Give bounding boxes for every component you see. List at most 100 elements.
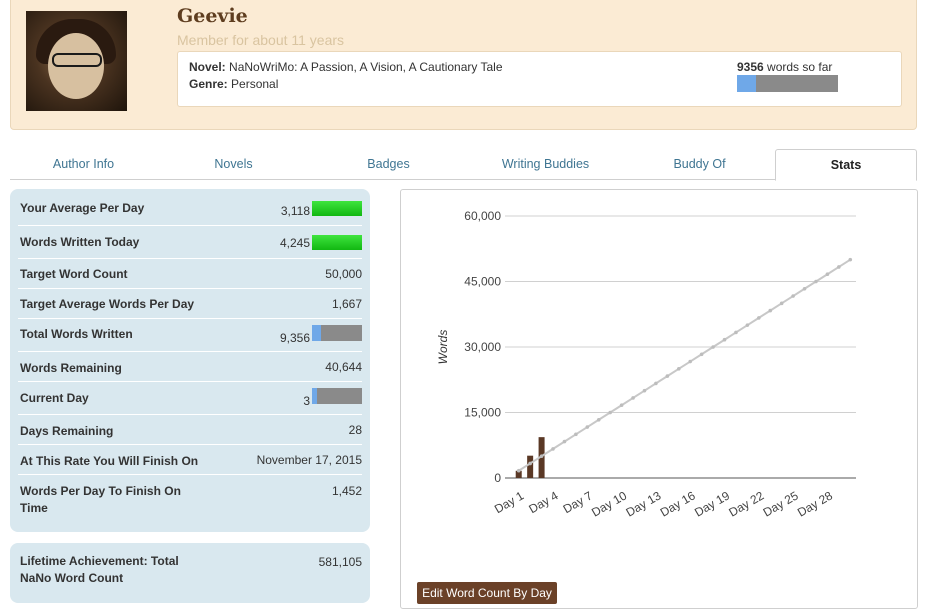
novel-title[interactable]: NaNoWriMo: A Passion, A Vision, A Cautio… — [229, 60, 503, 74]
lifetime-value: 581,105 — [318, 555, 362, 569]
stat-value: 1,452 — [331, 484, 362, 498]
stat-row-total-words: Total Words Written 9,356 — [18, 319, 362, 352]
x-tick-label: Day 16 — [658, 488, 698, 519]
stat-label: Target Average Words Per Day — [20, 297, 195, 311]
x-tick-label: Day 10 — [589, 488, 629, 519]
target-point-day-23 — [768, 308, 773, 313]
stat-label: Total Words Written — [20, 327, 133, 341]
genre-line: Genre: Personal — [189, 77, 278, 91]
stat-label: Target Word Count — [20, 267, 128, 281]
novel-summary-box: Novel: NaNoWriMo: A Passion, A Vision, A… — [177, 51, 902, 107]
target-point-day-24 — [779, 301, 784, 306]
stat-row-written-today: Words Written Today 4,245 — [18, 226, 362, 259]
profile-header: Geevie Member for about 11 years Novel: … — [10, 0, 917, 130]
stat-label: Current Day — [20, 391, 89, 405]
y-tick-label: 15,000 — [464, 406, 501, 420]
lifetime-label: Lifetime Achievement: Total NaNo Word Co… — [20, 554, 179, 585]
target-point-day-5 — [562, 439, 567, 444]
stat-row-target-word-count: Target Word Count 50,000 — [18, 259, 362, 289]
y-tick-label: 45,000 — [464, 275, 501, 289]
x-tick-label: Day 19 — [692, 488, 732, 519]
target-point-day-27 — [814, 279, 818, 284]
target-point-day-4 — [551, 447, 555, 451]
bar-day-1 — [515, 470, 522, 478]
target-point-day-8 — [596, 417, 601, 422]
stat-row-days-remaining: Days Remaining 28 — [18, 415, 362, 445]
stat-row-words-remaining: Words Remaining 40,644 — [18, 352, 362, 382]
stat-value: 1,667 — [331, 297, 362, 311]
edit-word-count-button[interactable]: Edit Word Count By Day — [417, 582, 557, 604]
target-point-day-28 — [825, 272, 830, 277]
avatar[interactable] — [26, 11, 127, 111]
target-point-day-20 — [734, 330, 738, 335]
stat-value: 50,000 — [325, 267, 362, 281]
current-day-progress-fill — [312, 388, 317, 404]
stat-label: At This Rate You Will Finish On — [20, 454, 199, 468]
tab-writing-buddies[interactable]: Writing Buddies — [501, 157, 590, 171]
target-point-day-26 — [802, 286, 807, 291]
target-point-day-7 — [585, 425, 590, 429]
target-point-day-3 — [539, 454, 544, 458]
y-tick-label: 60,000 — [464, 209, 501, 223]
novel-label: Novel: — [189, 60, 226, 74]
tab-novels[interactable]: Novels — [214, 157, 253, 171]
today-green-bar — [312, 235, 362, 250]
x-tick-label: Day 28 — [795, 488, 835, 519]
x-tick-label: Day 25 — [761, 488, 801, 519]
target-point-day-12 — [642, 388, 647, 393]
y-axis-label: Words — [436, 330, 450, 365]
stat-value: 9,356 — [279, 331, 310, 345]
target-point-day-22 — [757, 316, 761, 320]
member-since: Member for about 11 years — [177, 32, 345, 48]
target-point-day-21 — [745, 323, 750, 327]
x-tick-label: Day 4 — [526, 488, 560, 516]
target-point-day-13 — [654, 381, 658, 386]
target-point-day-17 — [699, 352, 704, 357]
stat-value: November 17, 2015 — [256, 453, 362, 467]
stat-row-lifetime: Lifetime Achievement: Total NaNo Word Co… — [18, 543, 362, 603]
stat-row-average-per-day: Your Average Per Day 3,118 — [18, 192, 362, 226]
target-point-day-6 — [574, 432, 578, 437]
y-tick-label: 30,000 — [464, 340, 501, 354]
lifetime-panel: Lifetime Achievement: Total NaNo Word Co… — [10, 543, 370, 603]
target-line — [518, 258, 851, 472]
username[interactable]: Geevie — [177, 5, 248, 27]
current-day-progress-bar — [312, 388, 362, 404]
total-words-progress-bar — [312, 325, 362, 341]
stat-label: Days Remaining — [20, 424, 114, 438]
average-green-bar — [312, 201, 362, 216]
target-point-day-15 — [676, 367, 681, 371]
novel-progress-bar — [737, 75, 838, 92]
words-so-far: 9356 words so far — [737, 60, 832, 74]
target-point-day-9 — [608, 410, 612, 415]
tab-buddy-of[interactable]: Buddy Of — [673, 157, 726, 171]
target-point-day-1 — [516, 468, 521, 473]
genre-label: Genre: — [189, 77, 228, 91]
target-point-day-16 — [688, 359, 693, 364]
target-point-day-19 — [722, 337, 727, 342]
stat-row-words-per-day-to-finish: Words Per Day To Finish On Time 1,452 — [18, 475, 362, 525]
genre-value: Personal — [231, 77, 279, 91]
stat-label: Words Written Today — [20, 235, 140, 249]
stat-value: 4,245 — [279, 236, 310, 250]
x-tick-label: Day 7 — [561, 488, 595, 516]
word-count-chart: 0 15,000 30,000 45,000 60,000 Words Day 1 Day 4… — [400, 189, 918, 609]
stat-label: Words Remaining — [20, 361, 122, 375]
chart-svg: 0 15,000 30,000 45,000 60,000 Words Day 1 Day 4… — [436, 209, 856, 520]
stat-label: Words Per Day To Finish On Time — [20, 484, 181, 515]
stat-value: 28 — [348, 423, 362, 437]
target-point-day-29 — [837, 265, 841, 269]
stat-row-target-average: Target Average Words Per Day 1,667 — [18, 289, 362, 319]
total-words-progress-fill — [312, 325, 322, 341]
novel-progress-fill — [737, 75, 756, 92]
x-tick-label: Day 22 — [726, 488, 766, 519]
target-point-day-10 — [619, 403, 624, 408]
stat-row-current-day: Current Day 3 — [18, 382, 362, 415]
tab-author-info[interactable]: Author Info — [52, 157, 115, 171]
target-point-day-18 — [711, 345, 715, 349]
novel-line: Novel: NaNoWriMo: A Passion, A Vision, A… — [189, 60, 503, 74]
tab-stats[interactable]: Stats — [775, 149, 917, 181]
tab-badges[interactable]: Badges — [367, 157, 410, 171]
x-tick-label: Day 1 — [492, 488, 526, 516]
stats-panel: Your Average Per Day 3,118 Words Written… — [10, 189, 370, 532]
